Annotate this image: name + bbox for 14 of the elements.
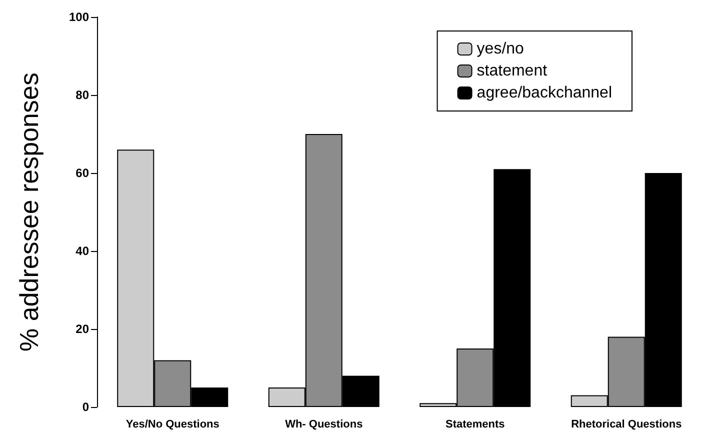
legend-label: yes/no [476, 40, 524, 58]
legend-label: agree/backchannel [476, 84, 612, 102]
x-tick-label: Rhetorical Questions [571, 418, 682, 430]
x-tick-label: Statements [445, 418, 505, 430]
x-tick-label: Yes/No Questions [126, 418, 220, 430]
y-axis-title: % addressee responses [14, 72, 44, 352]
y-tick-label: 20 [76, 322, 90, 336]
y-tick-label: 40 [76, 244, 90, 258]
y-tick-label: 0 [82, 400, 90, 414]
y-tick-label: 100 [68, 10, 90, 24]
y-tick-label: 80 [76, 88, 90, 102]
legend-label: statement [476, 62, 548, 80]
x-tick-label: Wh- Questions [285, 418, 363, 430]
y-tick-label: 60 [76, 166, 90, 180]
